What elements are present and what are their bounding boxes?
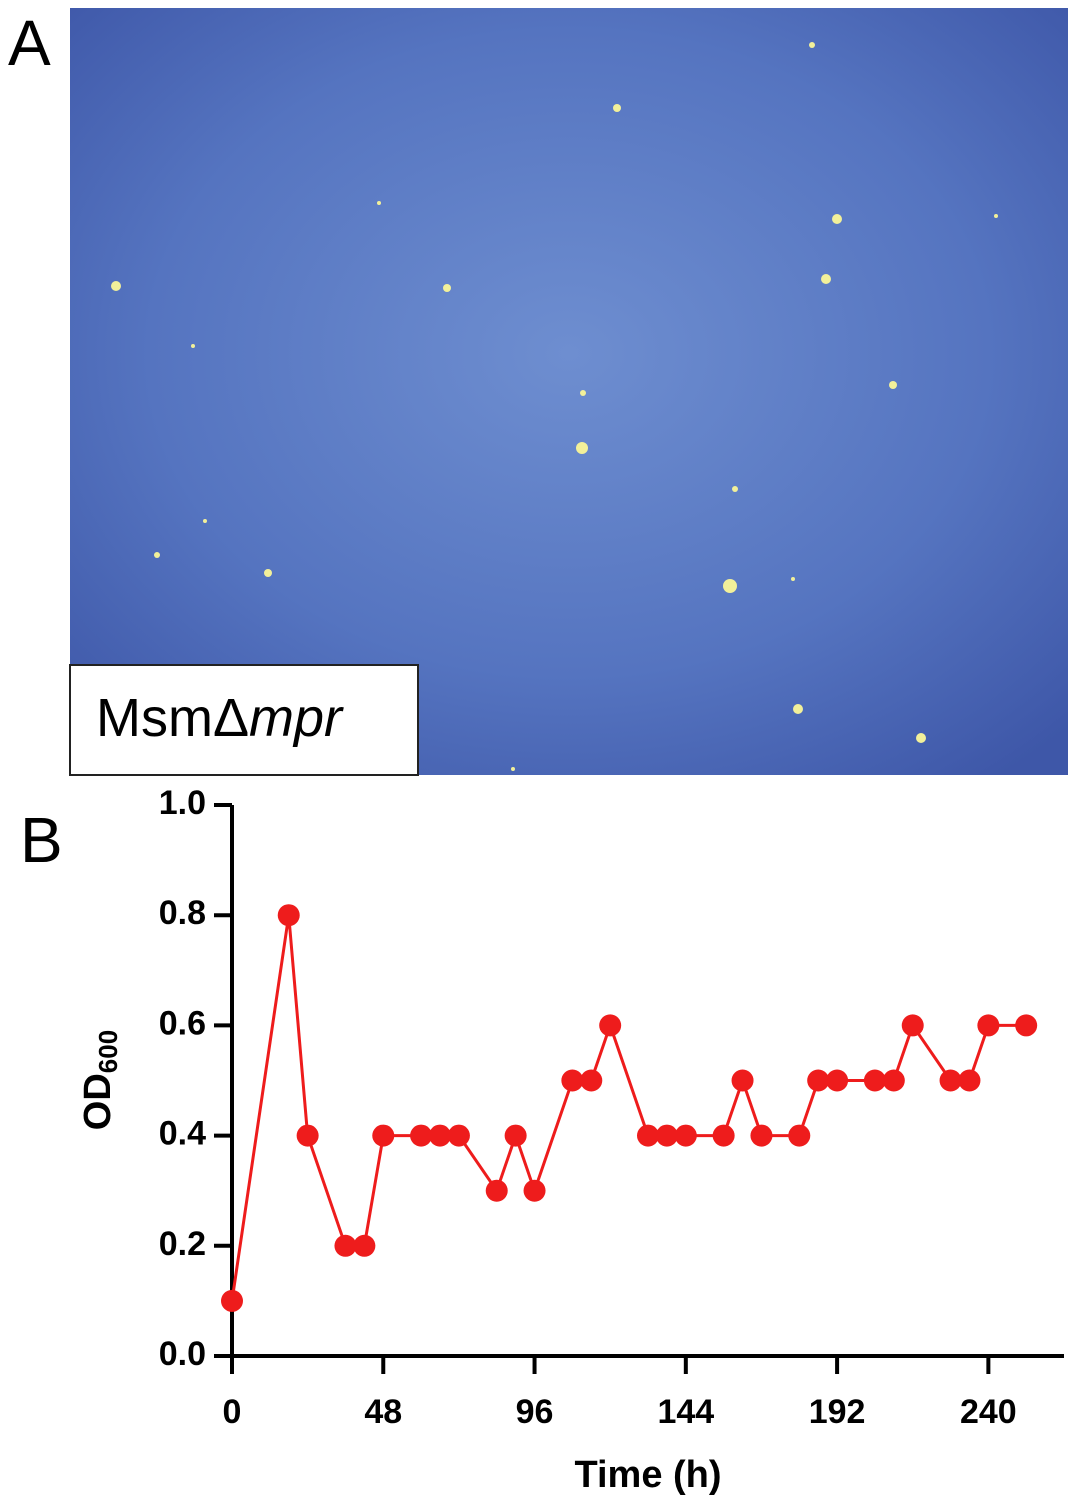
data-point bbox=[523, 1179, 546, 1202]
x-tick-label: 240 bbox=[960, 1393, 1017, 1431]
label-box bbox=[69, 664, 419, 776]
y-tick-label: 0.0 bbox=[159, 1335, 206, 1373]
x-tick-label: 0 bbox=[223, 1393, 242, 1431]
data-point bbox=[599, 1014, 622, 1037]
y-tick-label: 0.2 bbox=[159, 1225, 206, 1263]
strain-label: MsmΔmpr bbox=[96, 688, 344, 748]
data-point bbox=[637, 1124, 659, 1147]
y-tick-label: 1.0 bbox=[159, 784, 206, 822]
y-tick-label: 0.4 bbox=[159, 1115, 206, 1153]
y-axis-title: OD600 bbox=[77, 1030, 123, 1130]
data-point bbox=[504, 1124, 527, 1147]
data-point bbox=[334, 1234, 357, 1257]
chart: 0.0 0.2 0.4 0.6 0.8 1.0 0 48 96 144 192 240 Time (h)… bbox=[77, 784, 1064, 1496]
data-point bbox=[1015, 1014, 1038, 1037]
photo bbox=[70, 8, 1068, 775]
data-point bbox=[788, 1124, 811, 1147]
y-axis-title-sub: 600 bbox=[93, 1030, 123, 1073]
data-point bbox=[750, 1124, 773, 1147]
data-point bbox=[447, 1124, 470, 1147]
data-point bbox=[372, 1124, 395, 1147]
data-point bbox=[977, 1014, 1000, 1037]
y-axis-title-main: OD bbox=[77, 1073, 119, 1130]
data-point bbox=[655, 1124, 678, 1147]
data-point bbox=[882, 1069, 905, 1092]
data-point bbox=[807, 1069, 830, 1092]
data-point bbox=[939, 1069, 962, 1092]
data-point bbox=[277, 904, 300, 927]
x-tick-label: 192 bbox=[809, 1393, 866, 1431]
data-point bbox=[410, 1124, 433, 1147]
data-point bbox=[221, 1289, 243, 1312]
data-point bbox=[580, 1069, 603, 1092]
strain-name: MsmΔ bbox=[96, 688, 249, 748]
data-point bbox=[485, 1179, 508, 1202]
data-point bbox=[429, 1124, 451, 1147]
data-point bbox=[353, 1234, 376, 1257]
colonies bbox=[111, 42, 998, 771]
x-tick-label: 144 bbox=[657, 1393, 714, 1431]
y-tick-label: 0.8 bbox=[159, 894, 206, 932]
data-point bbox=[731, 1069, 754, 1092]
panel-label: A bbox=[8, 7, 51, 79]
data-point bbox=[863, 1069, 886, 1092]
data-point bbox=[561, 1069, 584, 1092]
data-point bbox=[674, 1124, 697, 1147]
y-tick-label: 0.6 bbox=[159, 1004, 206, 1042]
data-point bbox=[958, 1069, 981, 1092]
panel-label: B bbox=[20, 804, 63, 876]
x-axis-title: Time (h) bbox=[574, 1454, 721, 1496]
strain-gene: mpr bbox=[249, 688, 344, 748]
data-point bbox=[296, 1124, 319, 1147]
x-tick-label: 48 bbox=[364, 1393, 402, 1431]
data-point bbox=[826, 1069, 849, 1092]
x-tick-label: 96 bbox=[516, 1393, 554, 1431]
data-point bbox=[901, 1014, 924, 1037]
data-point bbox=[712, 1124, 735, 1147]
